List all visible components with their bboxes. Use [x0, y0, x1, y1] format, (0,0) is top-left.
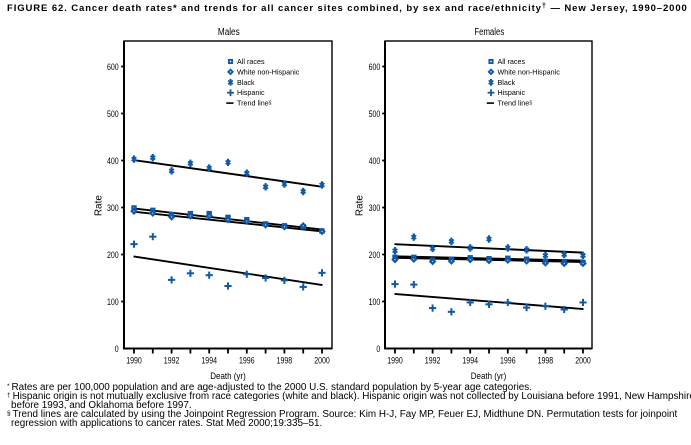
svg-text:1994: 1994 — [201, 356, 217, 367]
svg-text:1994: 1994 — [462, 356, 478, 367]
svg-text:300: 300 — [107, 203, 119, 214]
svg-text:Females: Females — [474, 27, 504, 38]
svg-text:1996: 1996 — [239, 356, 255, 367]
svg-text:Hispanic: Hispanic — [498, 88, 526, 97]
svg-text:2000: 2000 — [575, 356, 591, 367]
svg-text:100: 100 — [369, 297, 381, 308]
svg-text:1992: 1992 — [164, 356, 180, 367]
svg-text:500: 500 — [107, 109, 119, 120]
svg-text:Black: Black — [237, 78, 255, 87]
svg-text:1990: 1990 — [387, 356, 403, 367]
svg-text:1998: 1998 — [277, 356, 293, 367]
svg-text:Trend line§: Trend line§ — [237, 99, 272, 108]
svg-text:0: 0 — [376, 344, 380, 355]
svg-text:Death (yr): Death (yr) — [471, 371, 507, 382]
svg-text:500: 500 — [369, 109, 381, 120]
svg-text:Trend line§: Trend line§ — [498, 99, 533, 108]
svg-text:600: 600 — [369, 62, 381, 73]
svg-text:Black: Black — [498, 78, 516, 87]
svg-text:Rate: Rate — [93, 195, 104, 217]
svg-text:200: 200 — [107, 250, 119, 261]
svg-text:Hispanic: Hispanic — [237, 88, 265, 97]
svg-text:Death (yr): Death (yr) — [210, 371, 246, 382]
svg-text:Rate: Rate — [354, 195, 365, 217]
svg-text:400: 400 — [107, 156, 119, 167]
svg-text:1998: 1998 — [538, 356, 554, 367]
svg-text:1996: 1996 — [500, 356, 516, 367]
svg-text:1990: 1990 — [126, 356, 142, 367]
svg-text:200: 200 — [369, 250, 381, 261]
svg-text:White non-Hispanic: White non-Hispanic — [498, 67, 561, 76]
svg-text:2000: 2000 — [314, 356, 330, 367]
svg-text:100: 100 — [107, 297, 119, 308]
svg-text:0: 0 — [115, 344, 119, 355]
svg-text:1992: 1992 — [425, 356, 441, 367]
svg-text:Males: Males — [218, 27, 240, 38]
svg-text:White non-Hispanic: White non-Hispanic — [237, 67, 300, 76]
svg-text:600: 600 — [107, 62, 119, 73]
svg-text:All races: All races — [498, 57, 526, 66]
svg-text:400: 400 — [369, 156, 381, 167]
svg-text:300: 300 — [369, 203, 381, 214]
svg-text:All races: All races — [237, 57, 265, 66]
